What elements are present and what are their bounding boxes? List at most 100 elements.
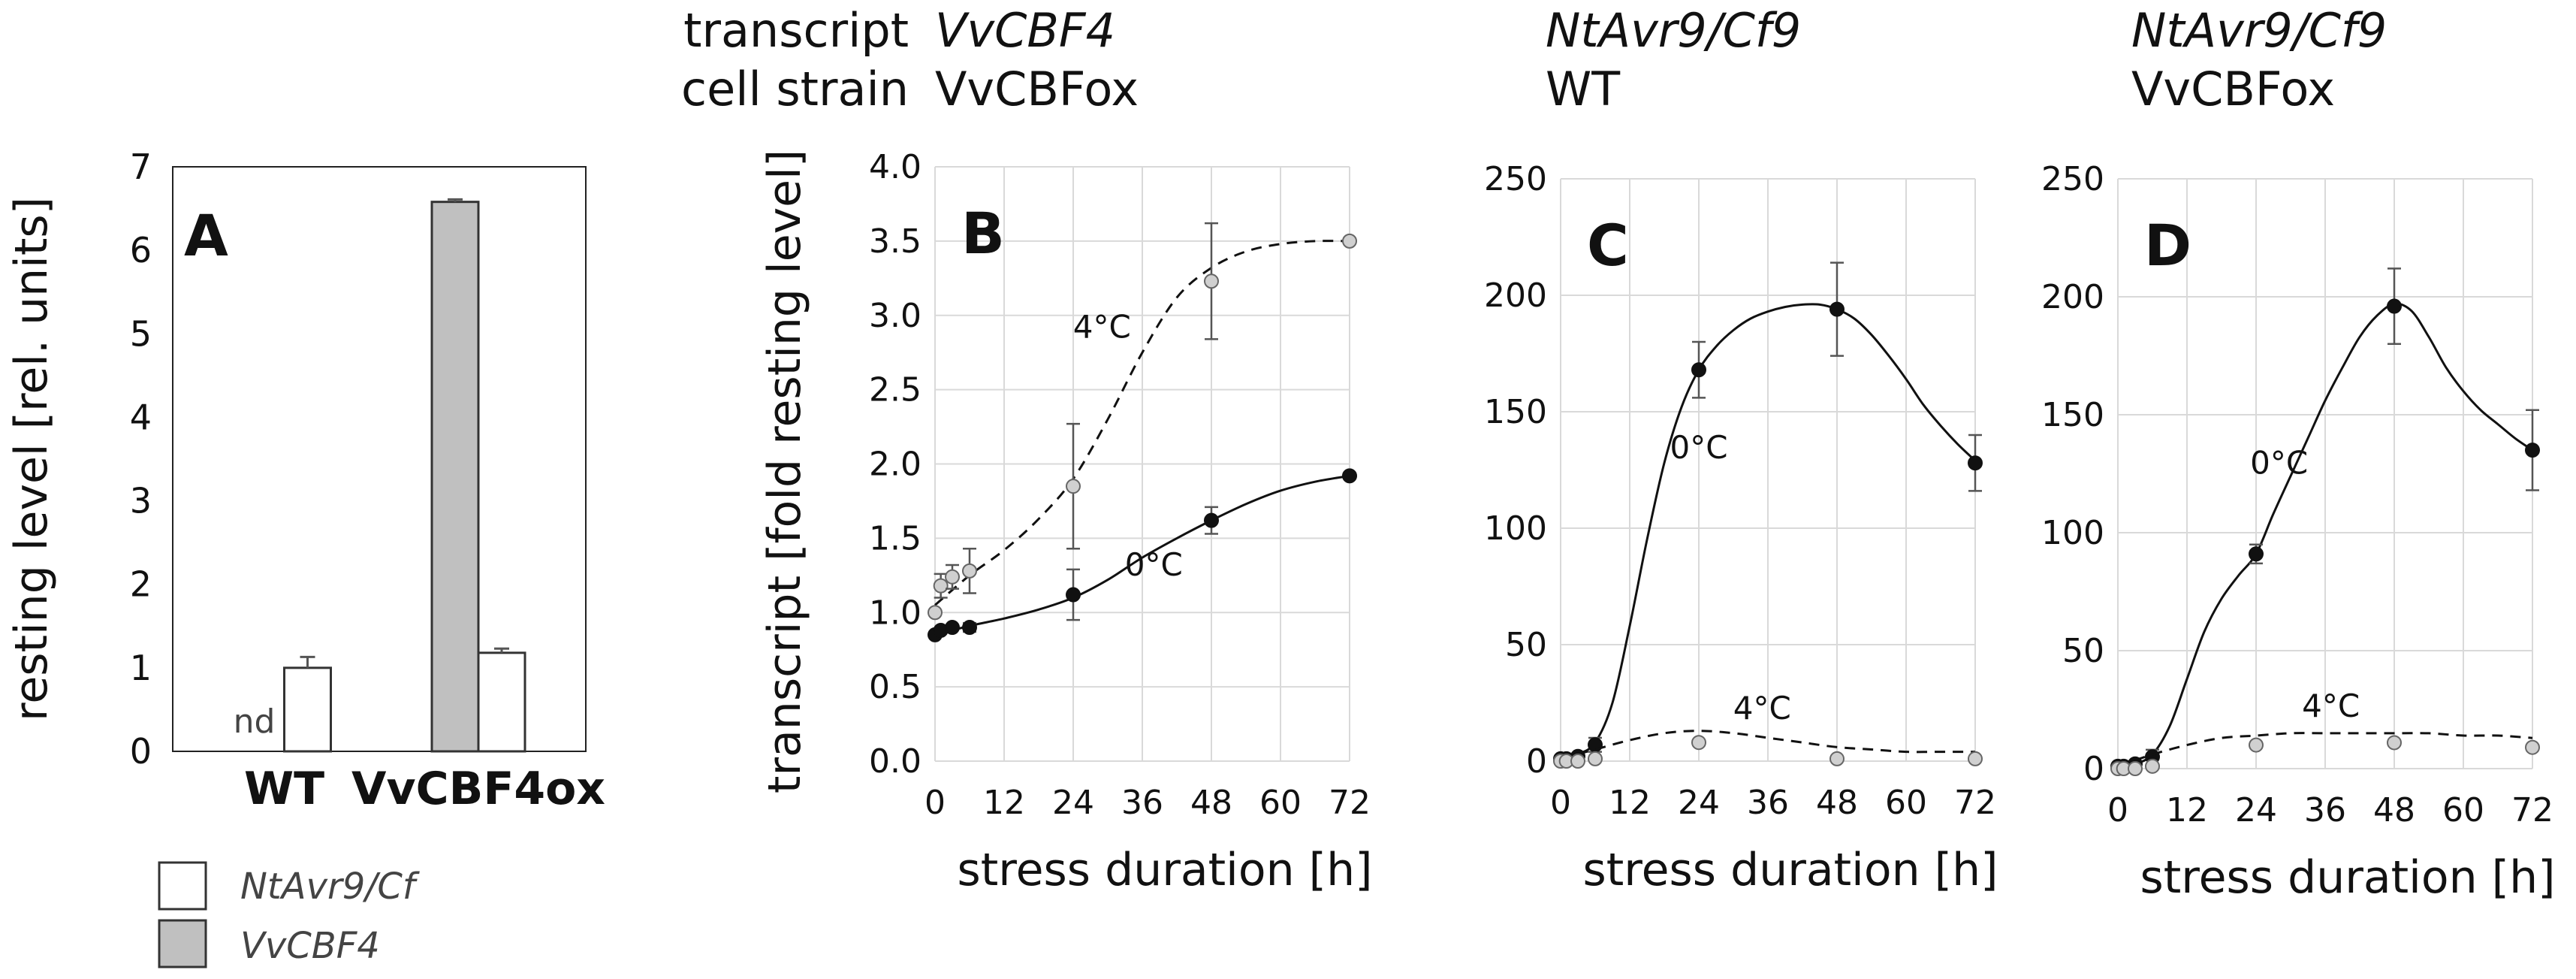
panel-B-ytick-label: 1.5	[869, 519, 922, 557]
panel-D-point-filled	[2387, 298, 2402, 314]
panel-B-ytick-label: 0.5	[869, 668, 922, 706]
panel-B-ytick-label: 1.0	[869, 594, 922, 632]
panel-A-bar	[430, 201, 480, 753]
panel-D-curve-solid	[2117, 302, 2533, 768]
panel-A-ytick-label: 5	[130, 313, 152, 354]
panel-B-xtick-label: 48	[1190, 784, 1232, 822]
panel-A-category-label: WT	[244, 763, 324, 815]
panel-B-xtick-label: 24	[1052, 784, 1094, 822]
panel-A-ytick-label: 1	[130, 648, 152, 688]
panel-A-ytick-label: 4	[130, 397, 152, 437]
panel-C-line-chart: 0 12 24 36 48 60 72 0 50 100 150 200 250 stress durat…	[1484, 160, 1998, 896]
panel-C-xtick-label: 36	[1747, 784, 1789, 822]
panel-C-annotation: 0°C	[1670, 429, 1727, 466]
panel-C-point-open	[1829, 751, 1845, 766]
panel-A-ytick-label: 2	[130, 564, 152, 605]
panel-D-x-axis-title: stress duration [h]	[2140, 851, 2555, 904]
panel-B-point-open	[1204, 273, 1219, 289]
panel-C-xtick-label: 48	[1816, 784, 1858, 822]
panel-C-point-open	[1588, 751, 1603, 766]
panel-B-label: B	[961, 200, 1005, 267]
panel-C-ytick-label: 200	[1484, 276, 1547, 315]
panel-D-xtick-label: 12	[2166, 791, 2208, 829]
panel-A-ytick-label: 6	[130, 230, 152, 270]
panel-B-point-filled	[1204, 512, 1219, 528]
panel-D-ytick-label: 250	[2041, 160, 2104, 198]
panel-D-ytick-label: 150	[2041, 396, 2104, 434]
panel-A-label: A	[184, 202, 228, 269]
panel-D-annotation: 0°C	[2250, 445, 2308, 482]
panel-C-point-filled	[1588, 737, 1603, 753]
panel-B-point-filled	[1066, 587, 1081, 603]
panel-C-point-open	[1691, 735, 1706, 751]
panel-D-point-open	[2145, 758, 2160, 774]
panel-C-point-open	[1570, 754, 1585, 769]
panel-C-point-filled	[1829, 301, 1845, 317]
panel-B-xtick-label: 0	[925, 784, 946, 822]
panel-B-line-chart: 0 12 24 36 48 60 72 0.0 0.5 1.0 1.5 2.0 2.5 3.0 3.5 4.0…	[759, 148, 1373, 896]
panel-B-point-open	[962, 563, 977, 579]
panel-A-y-axis-title: resting level [rel. units]	[5, 197, 58, 721]
panel-B-ytick-label: 4.0	[869, 148, 922, 186]
panel-B-point-filled	[962, 620, 977, 636]
panel-B-ytick-label: 2.5	[869, 371, 922, 409]
panel-C-annotation: 4°C	[1733, 690, 1791, 727]
panel-C-xtick-label: 0	[1550, 784, 1571, 822]
panel-D-xtick-label: 24	[2235, 791, 2277, 829]
panel-D-ytick-label: 100	[2041, 514, 2104, 552]
panel-B-point-open	[1342, 233, 1357, 249]
legend-label-gray: VvCBF4	[240, 925, 380, 967]
panel-A-category-label: VvCBF4ox	[351, 763, 605, 815]
panel-B-curve-solid	[934, 474, 1350, 636]
legend: NtAvr9/Cf VvCBF4	[158, 861, 420, 968]
panel-B-x-axis-title: stress duration [h]	[957, 844, 1372, 896]
panel-B-annotation: 4°C	[1073, 308, 1131, 345]
panel-D-xtick-label: 48	[2373, 791, 2415, 829]
panel-D-annotation: 4°C	[2302, 687, 2360, 724]
header-row2-label: cell strain	[681, 62, 909, 116]
header-row1-label: transcript	[683, 3, 909, 58]
panel-B-xtick-label: 12	[983, 784, 1025, 822]
panel-D-xtick-label: 36	[2304, 791, 2346, 829]
panel-B-point-open	[933, 578, 949, 594]
panel-D-ytick-label: 200	[2041, 278, 2104, 316]
panel-C-curve-dashed	[1560, 730, 1975, 760]
panel-A-ytick-label: 7	[130, 147, 152, 187]
panel-B-point-open	[945, 569, 960, 585]
panel-A-bar-chart: 0 1 2 3 4 5 6 7 resting level [rel. units] A WT VvC…	[5, 147, 605, 815]
panel-B-ytick-label: 0.0	[869, 742, 922, 781]
panel-C-x-axis-title: stress duration [h]	[1582, 844, 1998, 896]
panel-B-xtick-label: 36	[1121, 784, 1163, 822]
panel-D-ytick-label: 0	[2083, 750, 2104, 788]
panel-D-point-open	[2249, 737, 2264, 753]
panel-A-bar	[283, 666, 332, 753]
header-B-strain: VvCBFox	[935, 62, 1139, 116]
panel-C-ytick-label: 100	[1484, 509, 1547, 548]
panel-D-point-filled	[2249, 546, 2264, 562]
panel-D-xtick-label: 72	[2511, 791, 2553, 829]
panel-C-xtick-label: 24	[1678, 784, 1720, 822]
header-D-strain: VvCBFox	[2131, 62, 2335, 116]
panel-D-curve-dashed	[2117, 732, 2533, 768]
panel-C-point-open	[1968, 751, 1983, 766]
panel-B-xtick-label: 60	[1259, 784, 1302, 822]
header-C-strain: WT	[1546, 62, 1621, 116]
panel-D-point-open	[2128, 761, 2143, 776]
panel-C-ytick-label: 0	[1526, 742, 1547, 781]
panel-D-line-chart: 0 12 24 36 48 60 72 0 50 100 150 200 250 stress durat…	[2041, 160, 2556, 904]
panel-C-xtick-label: 72	[1954, 784, 1996, 822]
header-C-transcript: NtAvr9/Cf9	[1546, 3, 1801, 58]
panel-A-plot-frame	[172, 166, 587, 752]
panel-B-ytick-label: 3.5	[869, 222, 922, 261]
panel-B-point-open	[1066, 479, 1081, 494]
panel-B-point-filled	[1342, 468, 1357, 484]
panel-C-label: C	[1587, 212, 1629, 279]
panel-B-annotation: 0°C	[1125, 546, 1183, 583]
panel-B-y-axis-title: transcript [fold resting level]	[759, 150, 811, 793]
panel-D-ytick-label: 50	[2062, 632, 2104, 670]
header-B-transcript: VvCBF4	[935, 3, 1115, 58]
panel-C-curve-solid	[1560, 303, 1977, 760]
panel-C-point-filled	[1968, 455, 1983, 471]
panel-B-ytick-label: 2.0	[869, 446, 922, 484]
